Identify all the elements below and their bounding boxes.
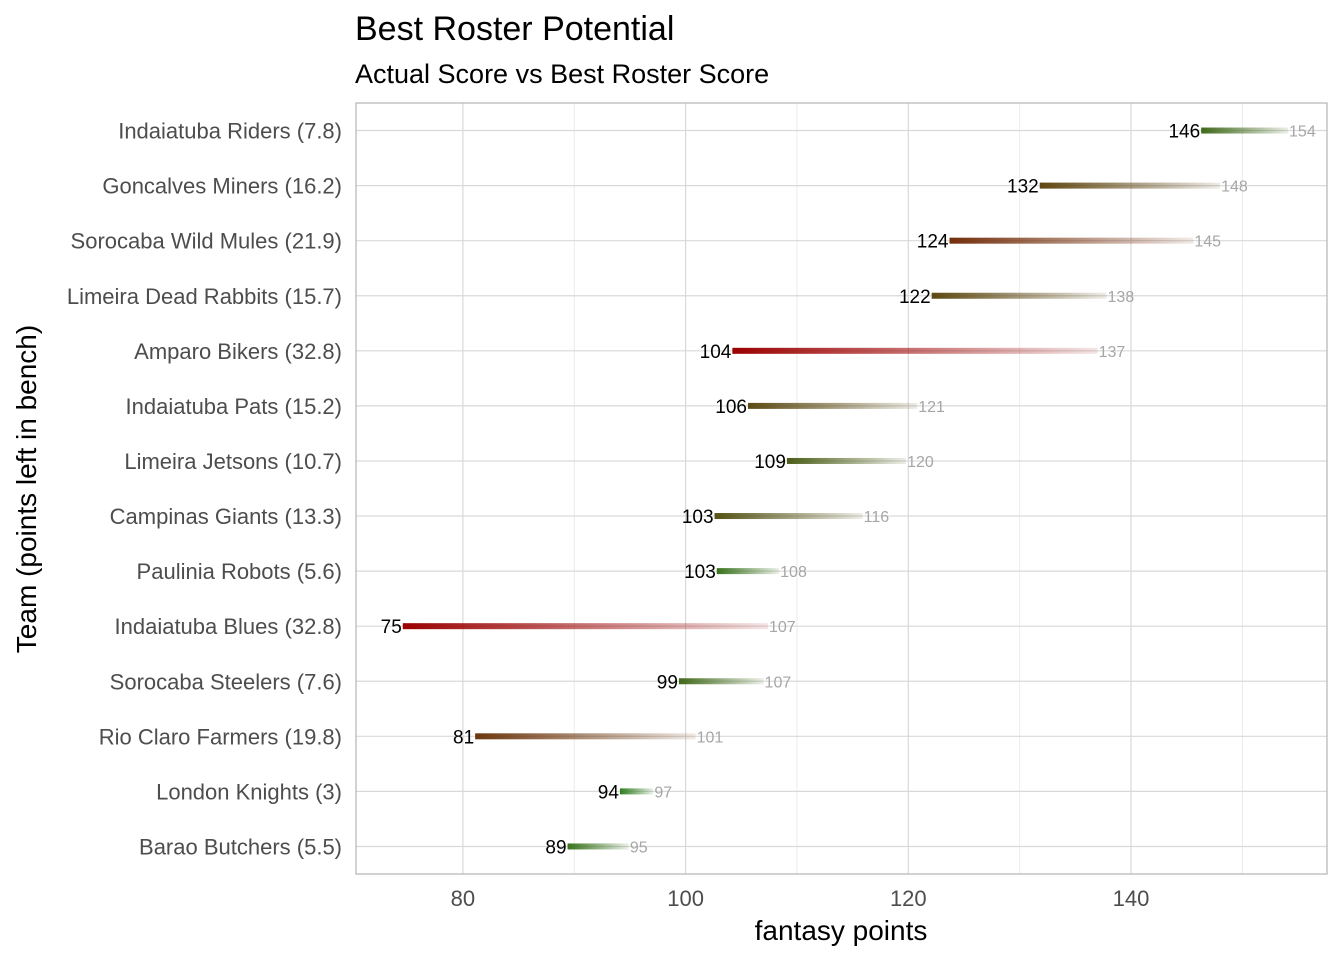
gridlines [356,103,1327,874]
roster-bar [931,292,1107,299]
actual-score-label: 106 [715,397,747,418]
data-labels: 146 154 132 148 124 145 122 138 104 137 106 121 109 1… [381,122,1316,859]
panel-border [355,102,1328,875]
team-label: Rio Claro Farmers (19.8) [99,724,342,749]
chart-subtitle: Actual Score vs Best Roster Score [355,59,769,89]
actual-score-label: 109 [754,452,786,473]
team-label: Amparo Bikers (32.8) [134,339,342,364]
best-score-label: 107 [769,619,796,636]
x-tick-label: 120 [890,886,927,911]
team-label: Sorocaba Steelers (7.6) [110,669,342,694]
best-score-label: 97 [654,784,672,801]
best-score-label: 145 [1194,234,1221,251]
x-tick-label: 100 [667,886,704,911]
actual-score-label: 146 [1168,122,1200,143]
best-score-label: 116 [864,509,890,526]
actual-score-label: 132 [1007,177,1039,198]
y-tick-labels: Indaiatuba Riders (7.8) Goncalves Miners … [67,119,342,860]
x-tick-label: 140 [1113,886,1150,911]
best-score-label: 121 [918,399,945,416]
team-label: Indaiatuba Blues (32.8) [115,614,343,639]
actual-score-label: 81 [453,727,474,748]
team-label: Limeira Jetsons (10.7) [124,449,342,474]
actual-score-label: 75 [381,617,402,638]
team-label: Indaiatuba Riders (7.8) [118,119,342,144]
actual-score-label: 103 [682,507,714,528]
best-score-label: 154 [1289,124,1316,141]
actual-score-label: 99 [657,672,678,693]
best-score-label: 148 [1221,179,1248,196]
team-label: London Knights (3) [156,779,342,804]
best-score-label: 108 [780,564,807,581]
x-tick-labels: 80 100 120 140 [451,886,1150,911]
actual-score-label: 124 [917,232,949,253]
roster-bar [402,623,769,630]
roster-bar [1201,127,1289,134]
roster-bar [714,513,863,520]
roster-bar [949,237,1194,244]
best-score-label: 107 [765,674,792,691]
roster-bar [786,457,907,464]
actual-score-label: 94 [598,782,620,803]
x-axis-title: fantasy points [755,915,928,946]
best-score-label: 137 [1099,344,1126,361]
y-axis-title: Team (points left in bench) [11,325,42,653]
roster-bar [747,402,918,409]
x-tick-label: 80 [451,886,475,911]
team-label: Paulinia Robots (5.6) [137,559,342,584]
actual-score-label: 89 [545,837,566,858]
roster-bar [567,843,629,850]
actual-score-label: 103 [684,562,716,583]
best-score-label: 120 [907,454,934,471]
roster-bar [475,733,696,740]
team-label: Barao Butchers (5.5) [139,834,342,859]
actual-score-label: 104 [700,342,732,363]
bars [402,127,1289,850]
actual-score-label: 122 [899,287,931,308]
roster-bar [678,678,764,685]
team-label: Limeira Dead Rabbits (15.7) [67,284,342,309]
best-score-label: 95 [630,839,648,856]
team-label: Goncalves Miners (16.2) [102,174,342,199]
team-label: Sorocaba Wild Mules (21.9) [71,229,342,254]
chart-title: Best Roster Potential [355,10,674,48]
best-score-label: 138 [1108,289,1135,306]
roster-bar [716,568,780,575]
roster-bar [619,788,654,795]
team-label: Campinas Giants (13.3) [110,504,342,529]
roster-bar [732,347,1098,354]
best-score-label: 101 [697,729,724,746]
roster-bar [1039,182,1221,189]
team-label: Indaiatuba Pats (15.2) [126,394,342,419]
